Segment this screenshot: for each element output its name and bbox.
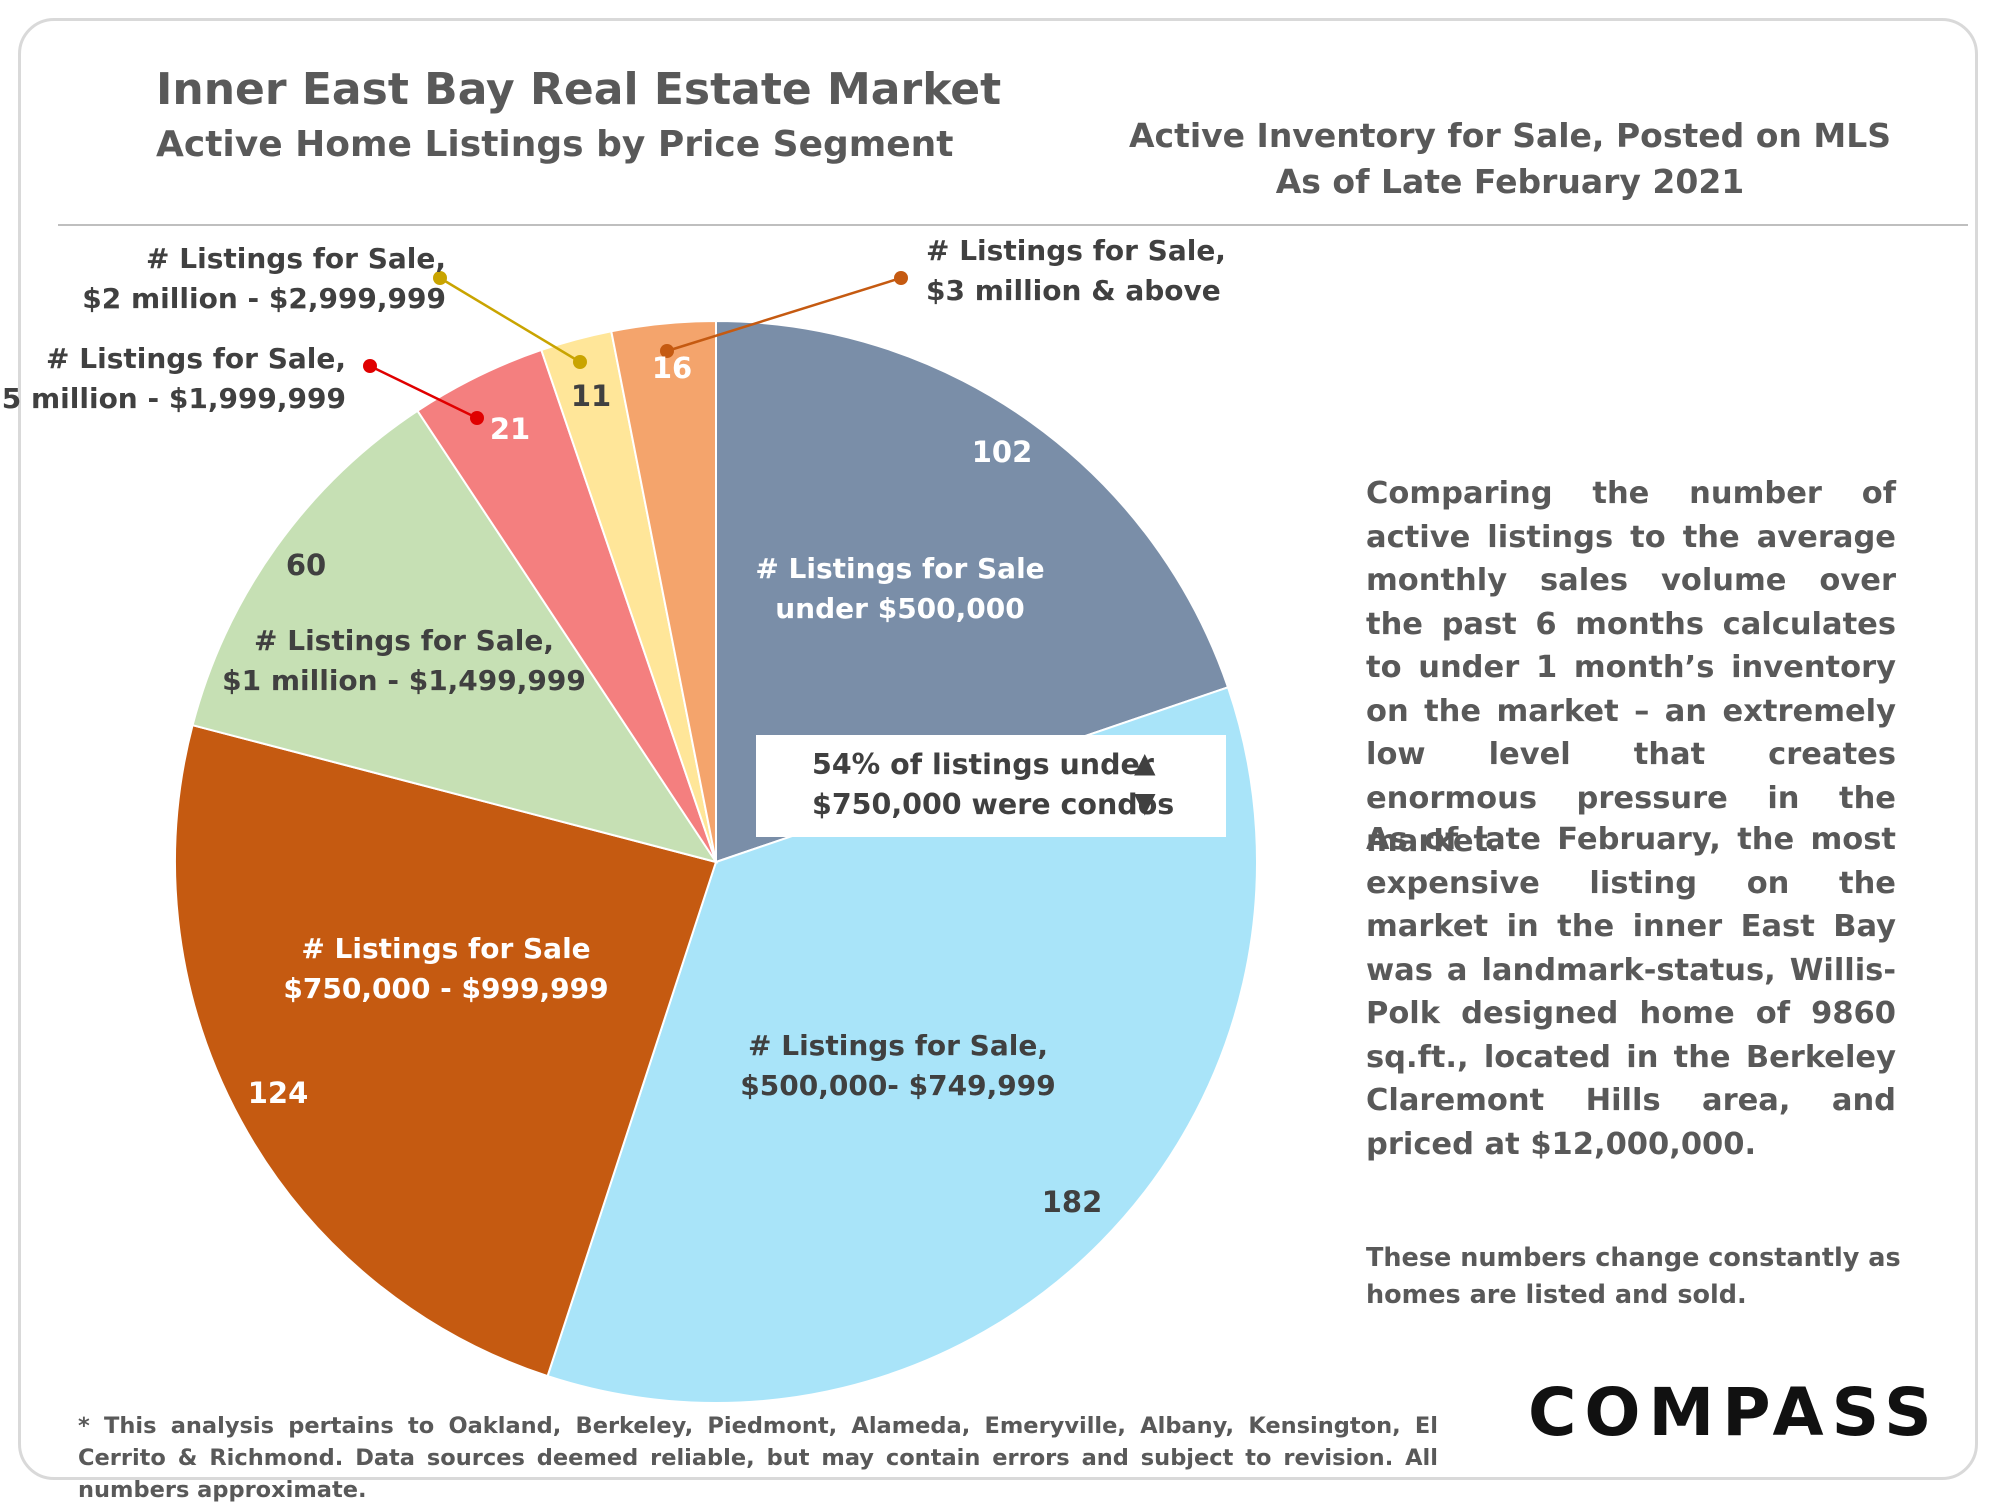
data-label-0: 102: [972, 435, 1033, 469]
category-label-2-line-2: $750,000 - $999,999: [283, 972, 608, 1005]
category-label-0-line-1: # Listings for Sale: [755, 552, 1044, 585]
data-label-1: 182: [1042, 1185, 1103, 1219]
category-label-1-line-1: # Listings for Sale,: [748, 1029, 1048, 1062]
callout-line-2: $750,000 were condos: [812, 788, 1175, 821]
leader-line-4: [369, 364, 478, 420]
category-label-6-line-1: # Listings for Sale,: [926, 234, 1226, 267]
leader-line-5: [439, 276, 581, 364]
card-frame: [18, 18, 1978, 1480]
category-label-3-line-2: $1 million - $1,499,999: [222, 664, 586, 697]
pie-slice-2: [174, 723, 718, 1378]
pie-slice-6: [610, 319, 717, 863]
leader-dot-6-1: [660, 344, 674, 358]
pie-slice-3: [191, 409, 719, 864]
category-label-3-line-1: # Listings for Sale,: [254, 624, 554, 657]
footnote: * This analysis pertains to Oakland, Ber…: [78, 1413, 1438, 1503]
commentary-note: These numbers change constantly as homes…: [1366, 1243, 1901, 1310]
leader-dot-4-0: [363, 359, 377, 373]
header-divider: [58, 224, 1968, 226]
category-label-1-line-2: $500,000- $749,999: [740, 1069, 1055, 1102]
arrow-down-icon: ▼: [1134, 786, 1156, 819]
leader-dot-5-0: [433, 271, 447, 285]
compass-logo: COMPASS: [1528, 1374, 1940, 1451]
arrow-up-icon: ▲: [1134, 746, 1156, 779]
pie-slice-0: [715, 319, 1230, 864]
leader-dot-4-1: [470, 411, 484, 425]
data-label-3: 60: [286, 548, 326, 582]
category-label-4-line-1: # Listings for Sale,: [46, 342, 346, 375]
data-label-5: 11: [571, 379, 611, 413]
inventory-heading: Active Inventory for Sale, Posted on MLS: [1128, 116, 1892, 155]
category-label-6-line-2: $3 million & above: [926, 274, 1221, 307]
date-heading: As of Late February 2021: [1275, 162, 1745, 201]
commentary-paragraph-2: As of late February, the most expensive …: [1366, 822, 1896, 1162]
commentary-paragraph-1: Comparing the number of active listings …: [1366, 476, 1896, 859]
callout-line-1: 54% of listings under: [812, 748, 1154, 781]
leader-line-6: [666, 276, 902, 353]
data-label-6: 16: [652, 351, 692, 385]
chart-title: Inner East Bay Real Estate Market: [156, 64, 1002, 115]
leader-dot-5-1: [573, 355, 587, 369]
pie-slice-1: [546, 686, 1258, 1404]
data-label-2: 124: [248, 1076, 309, 1110]
category-label-2-line-1: # Listings for Sale: [301, 932, 590, 965]
leader-dot-6-0: [894, 271, 908, 285]
condo-callout: 54% of listings under $750,000 were cond…: [756, 735, 1226, 837]
chart-subtitle: Active Home Listings by Price Segment: [156, 124, 954, 165]
category-label-4-line-2: $1.5 million - $1,999,999: [0, 382, 346, 415]
category-label-5-line-2: $2 million - $2,999,999: [82, 282, 446, 315]
category-label-5-line-1: # Listings for Sale,: [146, 242, 446, 275]
data-label-4: 21: [490, 412, 530, 446]
category-label-0-line-2: under $500,000: [775, 592, 1024, 625]
